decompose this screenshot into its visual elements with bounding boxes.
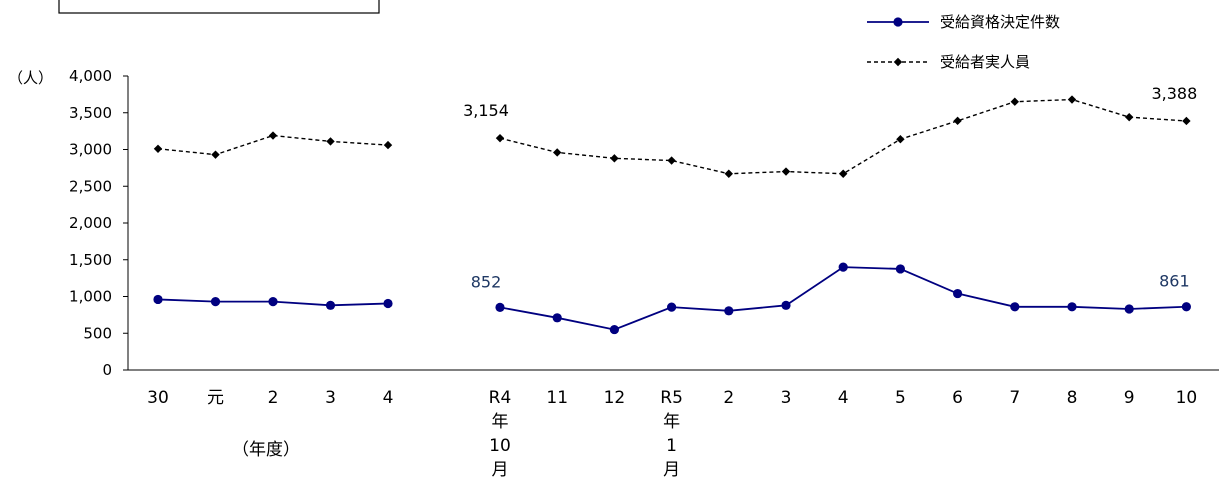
data-point	[268, 131, 278, 140]
x-tick-label: 12	[604, 388, 626, 408]
x-tick-label: 9	[1124, 388, 1135, 408]
data-point	[839, 169, 848, 178]
top-left-frame	[58, 0, 380, 14]
data-label: 3,388	[1151, 84, 1197, 103]
legend-marker	[893, 17, 903, 27]
legend-marker	[893, 57, 903, 67]
data-point	[953, 116, 962, 126]
y-tick-label: 2,500	[69, 177, 112, 195]
data-point	[724, 306, 734, 316]
data-point	[211, 150, 220, 159]
data-point	[153, 294, 163, 305]
x-axis-unit-label: （年度）	[232, 440, 300, 460]
data-point	[552, 313, 562, 323]
x-tick-label: 11	[546, 388, 568, 408]
data-point	[210, 297, 221, 307]
data-point	[609, 324, 620, 335]
data-point	[553, 148, 562, 157]
x-tick-label: 5	[895, 388, 906, 408]
y-axis-ticks: 0 500 1,000 1,500 2,000 2,500 3,000 3,500 4,000	[69, 67, 128, 379]
y-tick-label: 1,000	[69, 288, 112, 306]
x-tick-label: 8	[1067, 388, 1078, 408]
series-line	[499, 266, 1187, 331]
x-tick-label: 元	[207, 388, 224, 408]
y-tick-label: 3,500	[69, 104, 112, 122]
y-tick-label: 4,000	[69, 67, 112, 85]
data-point	[896, 135, 905, 144]
x-axis-ticks: 30 元 2 3 4 R4 年 10 月 11 12 R5 年 1 月 2 3 4 5 6 7 8 9 10	[147, 388, 1197, 480]
data-point	[1125, 112, 1134, 122]
data-point	[1182, 116, 1191, 126]
y-axis-unit-label: （人）	[8, 69, 53, 87]
data-point	[610, 154, 619, 163]
data-point	[326, 137, 335, 146]
data-point	[1067, 95, 1077, 104]
y-tick-label: 2,000	[69, 214, 112, 232]
data-point	[325, 300, 336, 310]
legend-label: 受給者実人員	[940, 53, 1030, 71]
x-tick-label: R4 年 10 月	[489, 388, 512, 480]
series-line	[499, 98, 1187, 175]
data-point	[895, 264, 906, 274]
y-tick-label: 0	[102, 361, 112, 379]
x-tick-label: 3	[325, 388, 336, 408]
data-point	[383, 140, 393, 150]
data-point	[838, 262, 848, 272]
x-tick-label: 2	[723, 388, 734, 408]
data-labels: 3,154 3,388 852 861	[463, 84, 1197, 291]
data-point	[781, 300, 791, 310]
x-tick-label: R5 年 1 月	[660, 388, 683, 480]
data-label: 3,154	[463, 101, 509, 120]
x-tick-label: 4	[838, 388, 849, 408]
data-point	[383, 298, 393, 309]
x-tick-label: 2	[268, 388, 279, 408]
data-point	[1067, 302, 1077, 312]
series-line	[157, 134, 389, 156]
x-tick-label: 10	[1176, 388, 1198, 408]
data-point	[953, 288, 963, 299]
x-tick-label: 4	[383, 388, 394, 408]
series-layer	[153, 95, 1191, 335]
x-tick-label: 7	[1009, 388, 1020, 408]
data-label: 852	[471, 272, 502, 291]
data-point	[495, 302, 505, 312]
data-point	[268, 297, 278, 307]
data-point	[667, 156, 676, 165]
data-point	[1010, 97, 1019, 106]
y-tick-label: 500	[83, 324, 112, 342]
legend-label: 受給資格決定件数	[940, 13, 1060, 31]
y-tick-label: 3,000	[69, 141, 112, 159]
data-point	[1010, 302, 1020, 312]
data-point	[1181, 302, 1191, 312]
y-tick-label: 1,500	[69, 251, 112, 269]
data-point	[153, 144, 163, 153]
data-point	[1124, 304, 1134, 314]
data-point	[781, 167, 791, 176]
x-tick-label: 6	[952, 388, 963, 408]
x-tick-label: 3	[781, 388, 792, 408]
data-point	[724, 169, 733, 178]
data-point	[667, 302, 677, 312]
data-label: 861	[1159, 272, 1190, 291]
x-tick-label: 30	[147, 388, 169, 408]
data-point	[495, 133, 505, 143]
